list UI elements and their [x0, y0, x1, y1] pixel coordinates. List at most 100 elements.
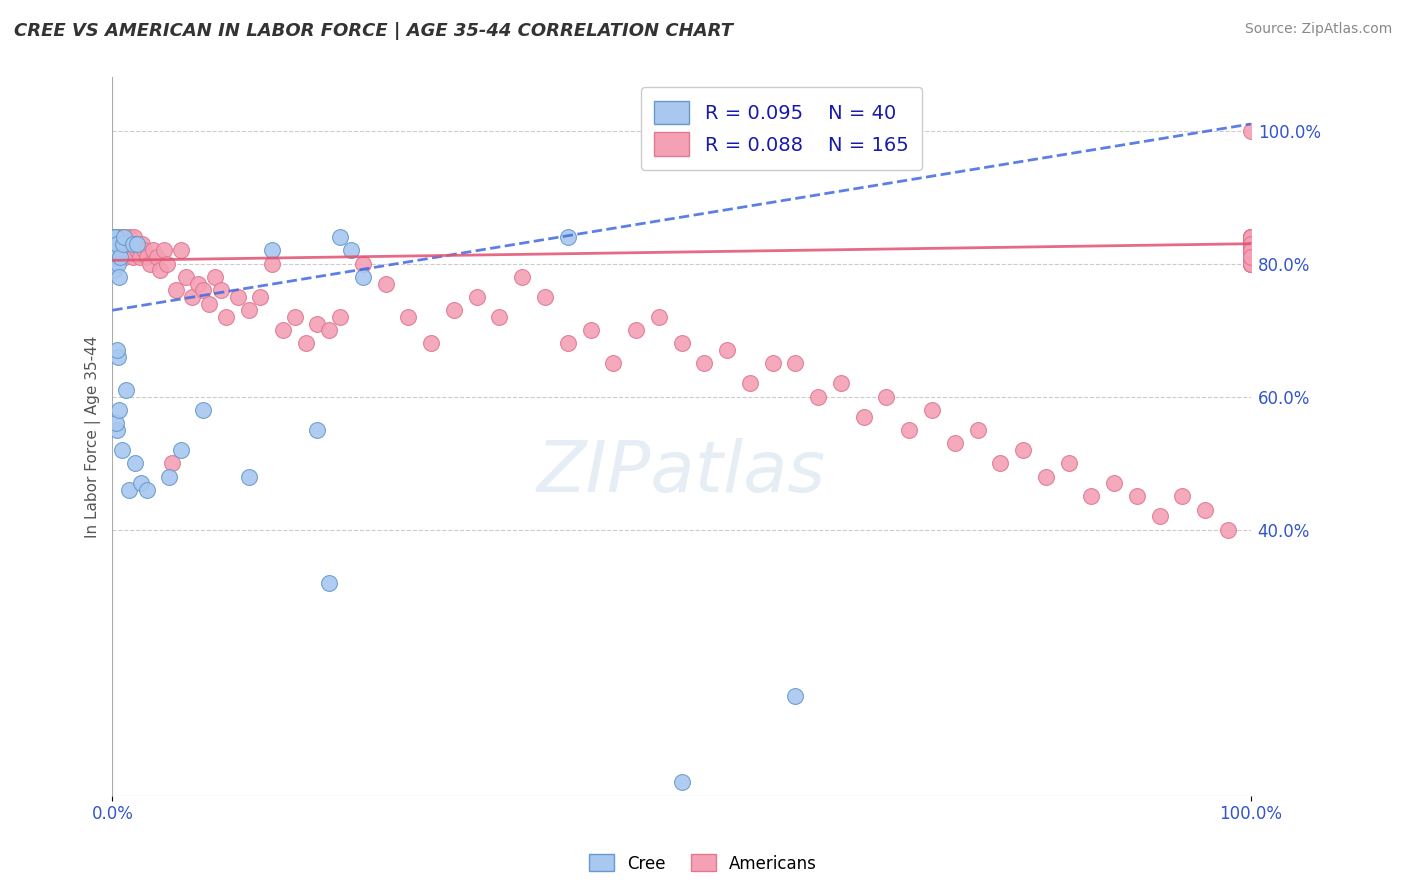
Point	[443, 303, 465, 318]
Point	[238, 469, 260, 483]
Point	[396, 310, 419, 324]
Point	[852, 409, 875, 424]
Point	[807, 390, 830, 404]
Point	[104, 244, 127, 258]
Point	[1240, 244, 1263, 258]
Point	[111, 236, 134, 251]
Point	[149, 263, 172, 277]
Point	[104, 230, 127, 244]
Point	[1240, 244, 1263, 258]
Point	[193, 283, 215, 297]
Point	[157, 469, 180, 483]
Point	[1240, 257, 1263, 271]
Point	[104, 244, 127, 258]
Point	[103, 230, 125, 244]
Point	[1240, 250, 1263, 264]
Point	[1240, 244, 1263, 258]
Point	[352, 257, 374, 271]
Point	[785, 356, 807, 370]
Point	[142, 244, 165, 258]
Point	[226, 290, 249, 304]
Point	[103, 250, 125, 264]
Text: Source: ZipAtlas.com: Source: ZipAtlas.com	[1244, 22, 1392, 37]
Point	[112, 230, 135, 244]
Point	[129, 476, 152, 491]
Point	[193, 403, 215, 417]
Point	[898, 423, 921, 437]
Point	[1240, 250, 1263, 264]
Point	[1240, 244, 1263, 258]
Point	[307, 423, 329, 437]
Point	[215, 310, 238, 324]
Point	[110, 230, 132, 244]
Point	[249, 290, 271, 304]
Point	[104, 236, 127, 251]
Point	[1240, 230, 1263, 244]
Point	[103, 230, 125, 244]
Point	[181, 290, 204, 304]
Point	[1240, 230, 1263, 244]
Point	[170, 442, 193, 457]
Point	[762, 356, 785, 370]
Point	[115, 383, 138, 397]
Point	[557, 230, 579, 244]
Point	[1240, 123, 1263, 137]
Point	[122, 236, 145, 251]
Point	[1240, 236, 1263, 251]
Point	[420, 336, 443, 351]
Point	[1012, 442, 1035, 457]
Point	[118, 483, 141, 497]
Point	[510, 270, 533, 285]
Point	[121, 244, 143, 258]
Point	[283, 310, 305, 324]
Point	[1240, 236, 1263, 251]
Point	[118, 230, 141, 244]
Legend: Cree, Americans: Cree, Americans	[582, 847, 824, 880]
Point	[107, 350, 129, 364]
Point	[104, 244, 127, 258]
Point	[1240, 244, 1263, 258]
Point	[1035, 469, 1057, 483]
Point	[785, 689, 807, 703]
Point	[110, 442, 132, 457]
Point	[104, 230, 127, 244]
Point	[1240, 250, 1263, 264]
Point	[103, 263, 125, 277]
Point	[488, 310, 510, 324]
Point	[1240, 244, 1263, 258]
Point	[112, 244, 135, 258]
Point	[1240, 236, 1263, 251]
Point	[115, 244, 138, 258]
Point	[103, 244, 125, 258]
Point	[122, 250, 145, 264]
Point	[170, 244, 193, 258]
Point	[111, 236, 134, 251]
Point	[122, 230, 145, 244]
Point	[329, 230, 352, 244]
Point	[139, 257, 162, 271]
Point	[1240, 244, 1263, 258]
Point	[318, 576, 340, 591]
Point	[1240, 244, 1263, 258]
Point	[260, 244, 283, 258]
Point	[107, 257, 129, 271]
Point	[131, 236, 153, 251]
Point	[693, 356, 716, 370]
Point	[117, 244, 139, 258]
Point	[465, 290, 488, 304]
Point	[671, 775, 693, 789]
Point	[104, 236, 127, 251]
Point	[830, 376, 852, 391]
Point	[198, 296, 221, 310]
Point	[1240, 236, 1263, 251]
Point	[557, 336, 579, 351]
Point	[1240, 236, 1263, 251]
Point	[135, 250, 157, 264]
Point	[108, 236, 131, 251]
Point	[127, 236, 149, 251]
Point	[115, 236, 138, 251]
Point	[1240, 230, 1263, 244]
Point	[340, 244, 363, 258]
Point	[1240, 257, 1263, 271]
Point	[1080, 490, 1102, 504]
